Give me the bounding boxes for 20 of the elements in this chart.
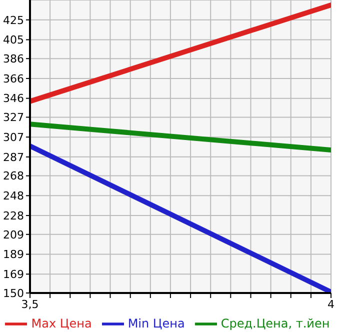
y-tick-label: 346 [3, 92, 24, 106]
x-tick-label: 3,5 [21, 298, 39, 311]
legend-label: Min Цена [128, 316, 185, 330]
y-tick-label: 268 [3, 170, 24, 183]
y-tick-label: 228 [3, 209, 24, 222]
y-tick-label: 248 [3, 190, 24, 203]
y-tick-label: 425 [3, 14, 24, 27]
y-tick-label: 307 [3, 130, 24, 144]
y-tick-label: 150 [3, 286, 24, 300]
y-tick-label: 169 [3, 268, 24, 282]
legend-label: Max Цена [31, 316, 92, 330]
y-tick-label: 209 [3, 228, 24, 242]
legend-label: Сред.Цена, т.йен [220, 316, 330, 330]
y-tick-label: 405 [3, 34, 24, 47]
x-tick-label: 4 [328, 298, 334, 311]
y-tick-label: 287 [3, 150, 24, 164]
y-tick-label: 386 [3, 52, 24, 66]
y-tick-label: 327 [3, 111, 24, 124]
y-tick-label: 366 [3, 72, 24, 86]
y-tick-label: 189 [3, 248, 24, 262]
